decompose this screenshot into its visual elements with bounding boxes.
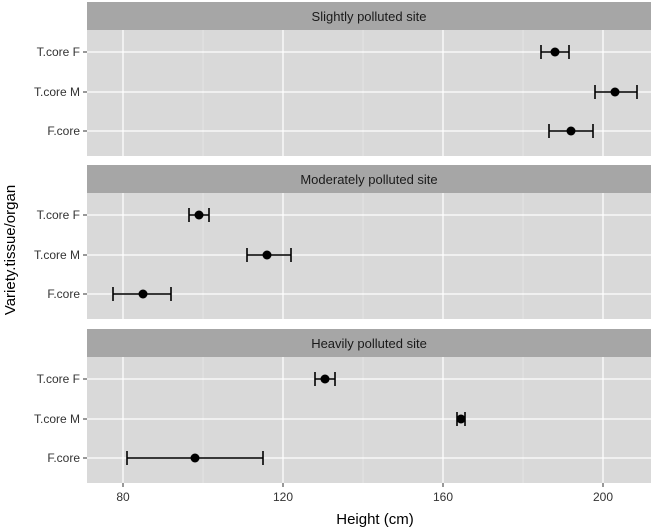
x-tick-label: 200: [593, 490, 613, 504]
y-tick-label: F.core: [47, 124, 80, 138]
x-axis-title: Height (cm): [336, 511, 414, 528]
facet-panel: Heavily polluted site T.core F T.core M F.c…: [34, 329, 651, 483]
panel-background: [87, 357, 651, 483]
facet-panels: Slightly polluted site T.core F T.core M F.…: [34, 2, 651, 504]
x-tick-label: 80: [116, 490, 130, 504]
data-point: [262, 250, 272, 260]
y-tick-label: F.core: [47, 451, 80, 465]
facet-title: Heavily polluted site: [311, 336, 427, 351]
data-point: [566, 126, 576, 136]
y-axis-title: Variety.tissue/organ: [2, 185, 19, 315]
facet-strip: [87, 2, 651, 30]
y-tick-label: T.core F: [37, 208, 80, 222]
panel-background: [87, 193, 651, 319]
facet-title: Slightly polluted site: [312, 9, 427, 24]
data-point: [194, 210, 204, 220]
facet-title: Moderately polluted site: [300, 172, 437, 187]
facet-strip: [87, 165, 651, 193]
y-tick-label: T.core M: [34, 412, 80, 426]
y-tick-label: T.core F: [37, 372, 80, 386]
y-tick-label: T.core M: [34, 85, 80, 99]
x-tick-label: 160: [433, 490, 453, 504]
facet-strip: [87, 329, 651, 357]
y-tick-label: T.core F: [37, 45, 80, 59]
data-point: [610, 87, 620, 97]
data-point: [320, 374, 330, 384]
panel-background: [87, 30, 651, 156]
data-point: [190, 453, 200, 463]
data-point: [456, 414, 466, 424]
facet-panel: Moderately polluted site T.core F T.core M…: [34, 165, 651, 319]
x-tick-label: 120: [273, 490, 293, 504]
data-point: [550, 47, 560, 57]
data-point: [138, 289, 148, 299]
y-tick-label: T.core M: [34, 248, 80, 262]
y-tick-label: F.core: [47, 287, 80, 301]
facet-panel: Slightly polluted site T.core F T.core M F.…: [34, 2, 651, 156]
